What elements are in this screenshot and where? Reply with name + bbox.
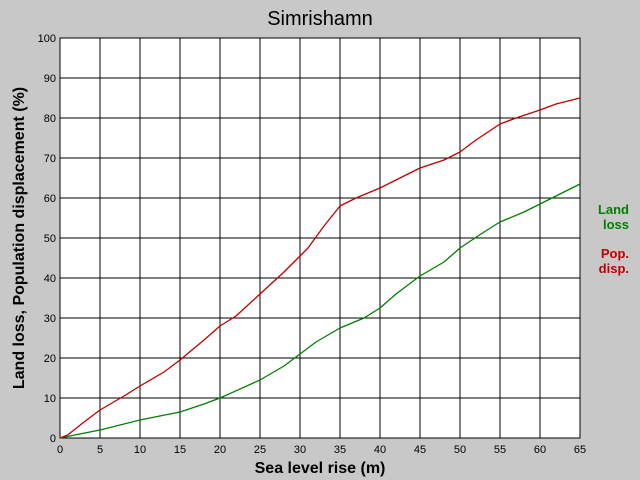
plot-border	[59, 37, 581, 439]
legend-land-line-1: Land	[598, 202, 629, 217]
series-lines	[59, 97, 581, 439]
x-tick-label: 0	[57, 444, 63, 456]
y-tick-label: 0	[50, 433, 56, 445]
x-tick-label: 25	[254, 444, 266, 456]
y-tick-label: 80	[44, 113, 56, 125]
y-tick-label: 90	[44, 73, 56, 85]
x-tick-label: 60	[534, 444, 546, 456]
y-tick-label: 10	[44, 393, 56, 405]
y-tick-label: 20	[44, 353, 56, 365]
x-tick-label: 50	[454, 444, 466, 456]
x-tick-label: 55	[494, 444, 506, 456]
chart-title: Simrishamn	[267, 8, 373, 30]
legend-pop-line-1: Pop.	[601, 246, 629, 261]
y-tick-label: 70	[44, 153, 56, 165]
y-axis-label: Land loss, Population displacement (%)	[11, 87, 28, 389]
y-tick-label: 100	[38, 33, 56, 45]
x-tick-label: 35	[334, 444, 346, 456]
y-tick-labels: 0 10 20 30 40 50 60 70 80 90 100	[38, 33, 56, 445]
legend-land-line-2: loss	[603, 217, 629, 232]
x-tick-label: 40	[374, 444, 386, 456]
legend: Land loss Pop. disp.	[598, 202, 629, 276]
x-tick-label: 30	[294, 444, 306, 456]
series-line-pop	[59, 97, 581, 439]
x-tick-label: 10	[134, 444, 146, 456]
x-tick-label: 65	[574, 444, 586, 456]
y-tick-label: 30	[44, 313, 56, 325]
y-tick-label: 40	[44, 273, 56, 285]
x-axis-label: Sea level rise (m)	[255, 460, 386, 477]
x-tick-label: 45	[414, 444, 426, 456]
x-tick-labels: 0 5 10 15 20 25 30 35 40 45 50 55 60 65	[57, 444, 586, 456]
series-line-land	[59, 183, 581, 439]
x-tick-label: 20	[214, 444, 226, 456]
y-tick-label: 60	[44, 193, 56, 205]
y-tick-label: 50	[44, 233, 56, 245]
x-tick-label: 5	[97, 444, 103, 456]
legend-pop-line-2: disp.	[599, 261, 629, 276]
x-tick-label: 15	[174, 444, 186, 456]
